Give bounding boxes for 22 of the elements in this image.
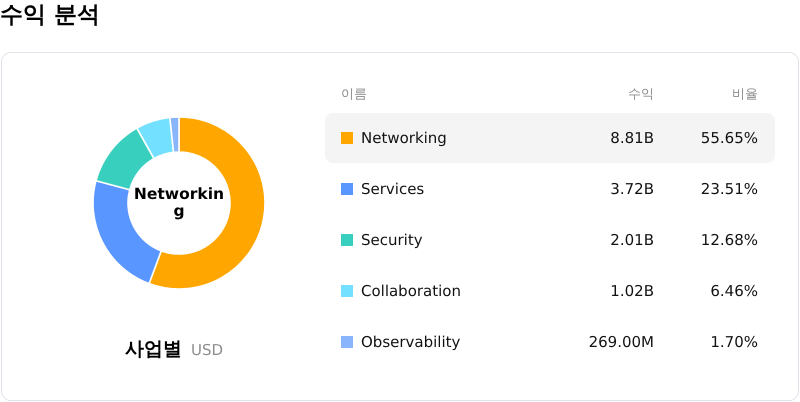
text: 8.81B bbox=[610, 128, 654, 148]
text: 269.00M bbox=[588, 332, 654, 352]
text: 3.72B bbox=[610, 179, 654, 199]
legend-label: Services bbox=[361, 179, 424, 199]
text: 2.01B bbox=[610, 230, 654, 250]
legend-label: Security bbox=[361, 230, 423, 250]
data-label: 6.46% bbox=[710, 281, 758, 301]
data-label: 12.68% bbox=[700, 230, 758, 250]
chart-title: 수익 분석 bbox=[0, 1, 100, 29]
data-label: 23.51% bbox=[700, 179, 758, 199]
legend-label: Observability bbox=[361, 332, 460, 352]
text: Networking bbox=[132, 185, 226, 220]
legend-label: Collaboration bbox=[361, 281, 461, 301]
text: 수익 bbox=[628, 86, 654, 104]
text: 사업별 bbox=[125, 338, 182, 360]
data-label: 1.70% bbox=[710, 332, 758, 352]
text: USD bbox=[191, 341, 224, 359]
legend-label: Networking bbox=[361, 128, 447, 148]
text: 1.02B bbox=[610, 281, 654, 301]
data-label: 55.65% bbox=[700, 128, 758, 148]
legend-title: 이름 bbox=[341, 86, 367, 104]
text: 비율 bbox=[732, 86, 758, 104]
